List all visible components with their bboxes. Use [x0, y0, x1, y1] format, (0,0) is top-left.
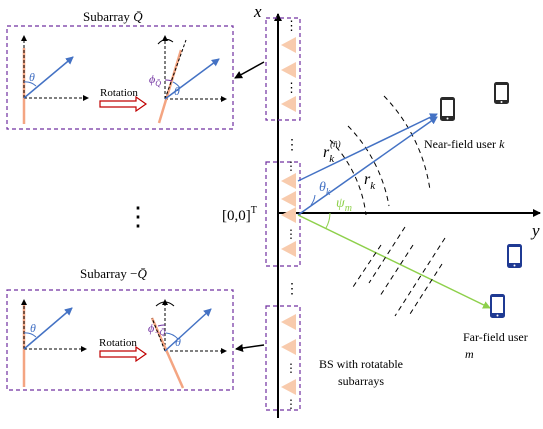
- bs-label-line2: subarrays: [338, 374, 384, 388]
- rotation-arrow: [99, 345, 148, 363]
- subarray-zoom-top: Subarray Q̄ θ Rotation ϕQ̄ θ: [6, 9, 234, 130]
- origin-label: [0,0]T: [222, 205, 257, 224]
- r-k-label: rk: [364, 171, 376, 192]
- psi-m-arc: [325, 212, 331, 229]
- theta-label: θ: [174, 84, 180, 98]
- vertical-dots: ⋮: [285, 361, 297, 375]
- subarray-group-top: ⋮ ⋮: [265, 17, 301, 121]
- phone-icon: [490, 294, 505, 318]
- subarray-top-title: Subarray Q̄: [83, 9, 143, 24]
- phi-label: ϕQ̄: [149, 72, 161, 88]
- vertical-dots: ⋮: [285, 18, 298, 33]
- vertical-dots: ⋮: [285, 282, 299, 297]
- near-field-user-label: Near-field user k: [424, 137, 505, 151]
- vertical-dots: ⋮: [285, 159, 297, 173]
- phi-label: ϕ−Q̄: [148, 321, 166, 337]
- theta-label: θ: [30, 321, 36, 335]
- vertical-dots: ⋮: [285, 397, 297, 411]
- vertical-dots: ⋮: [285, 80, 298, 95]
- far-field-wavefront: [409, 263, 443, 315]
- y-axis-label: y: [530, 221, 540, 240]
- far-field-wavefront: [352, 244, 382, 288]
- theta-k-arc: [310, 194, 316, 206]
- bs-label-line1: BS with rotatable: [319, 357, 403, 371]
- near-field-wavefront: [383, 95, 431, 191]
- subarray-bottom-title: Subarray −Q̄: [80, 266, 148, 281]
- connector-arrow-top: [234, 61, 265, 79]
- path-r-k-n: [297, 113, 438, 182]
- rotation-label: Rotation: [99, 337, 137, 349]
- rotation-arrow: [99, 95, 148, 113]
- phone-icon: [507, 244, 522, 268]
- connector-arrow-bottom: [235, 344, 265, 352]
- path-r-k: [297, 116, 438, 216]
- theta-label: θ: [29, 70, 35, 84]
- r-k-n-label: rk(n̄): [323, 139, 341, 165]
- near-field-wavefront: [347, 125, 390, 207]
- theta-label: θ: [175, 335, 181, 349]
- psi-m-label: ψm: [336, 196, 352, 214]
- near-field-wavefront: [329, 139, 367, 216]
- subarray-zoom-bottom: Subarray −Q̄ θ Rotation ϕ−Q̄ θ: [6, 266, 234, 391]
- vertical-dots: ⋮: [285, 227, 297, 241]
- far-field-wavefront: [368, 226, 406, 284]
- far-field-user-label: Far-field user: [463, 330, 528, 344]
- subarray-group-middle: ⋮ ⋮: [265, 159, 301, 267]
- path-far-field: [297, 214, 491, 309]
- vertical-dots: ⋮: [285, 138, 299, 153]
- rotation-label: Rotation: [100, 87, 138, 99]
- phone-icon: [440, 97, 455, 121]
- theta-k-label: θk: [319, 180, 331, 198]
- vertical-dots: ⋮: [125, 202, 151, 231]
- far-field-wavefront: [379, 244, 414, 297]
- phone-icon: [494, 82, 509, 104]
- x-axis-label: x: [253, 2, 262, 21]
- far-field-user-symbol: m: [465, 347, 474, 361]
- far-field-wavefront: [394, 237, 446, 317]
- subarray-group-bottom: ⋮ ⋮: [265, 305, 301, 411]
